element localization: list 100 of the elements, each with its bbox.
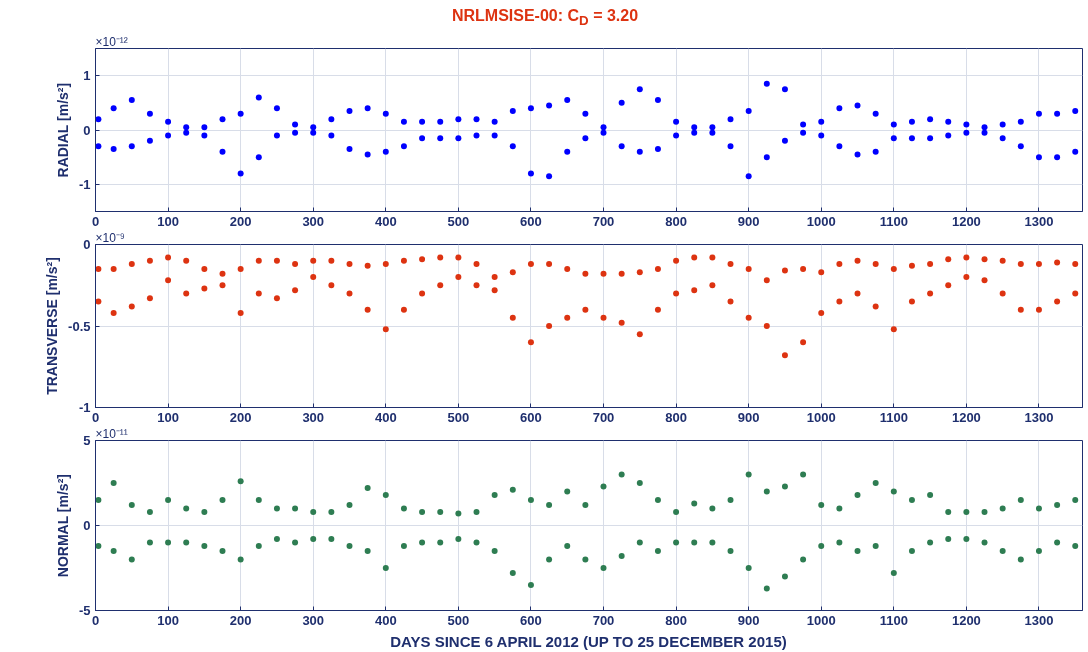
point xyxy=(455,254,462,261)
y-tick-label: 0 xyxy=(83,237,91,252)
point xyxy=(400,306,407,313)
point xyxy=(346,146,353,153)
point xyxy=(836,105,843,112)
point xyxy=(800,471,807,478)
point xyxy=(582,110,589,117)
point xyxy=(872,303,879,310)
point xyxy=(927,261,934,268)
point xyxy=(219,282,226,289)
point xyxy=(727,143,734,150)
point xyxy=(346,107,353,114)
point xyxy=(219,148,226,155)
point xyxy=(927,491,934,498)
point xyxy=(292,121,299,128)
point xyxy=(95,497,102,503)
point xyxy=(95,265,102,272)
point xyxy=(854,290,861,297)
point xyxy=(691,129,698,136)
point xyxy=(836,505,843,512)
point xyxy=(546,556,553,563)
x-tick-label: 800 xyxy=(665,213,687,229)
point xyxy=(273,505,280,512)
point xyxy=(183,124,190,131)
point xyxy=(237,478,244,485)
point xyxy=(927,135,934,142)
point xyxy=(872,480,879,486)
point xyxy=(437,539,444,546)
point xyxy=(292,129,299,136)
point xyxy=(963,129,970,136)
point xyxy=(201,542,208,549)
point xyxy=(999,505,1006,512)
point xyxy=(727,548,734,554)
point xyxy=(999,290,1006,297)
x-tick-label: 400 xyxy=(374,612,397,628)
point xyxy=(945,118,952,125)
point xyxy=(146,539,153,546)
point xyxy=(981,124,988,131)
point xyxy=(963,508,970,515)
point xyxy=(1017,556,1024,563)
point xyxy=(890,326,897,333)
point xyxy=(673,132,680,139)
y-tick-label: -1 xyxy=(78,176,91,192)
point xyxy=(455,116,462,123)
point xyxy=(328,132,335,139)
point xyxy=(328,282,335,289)
point xyxy=(364,306,371,313)
point xyxy=(328,536,335,543)
point xyxy=(364,151,371,158)
point xyxy=(691,539,698,546)
x-tick-label: 100 xyxy=(157,213,179,229)
point xyxy=(310,124,317,131)
x-tick-label: 1100 xyxy=(879,612,908,628)
point xyxy=(872,542,879,549)
y-axis-title: RADIAL [m/s²] xyxy=(54,82,71,178)
point xyxy=(219,548,226,554)
point xyxy=(146,295,153,302)
point xyxy=(800,339,807,346)
point xyxy=(818,542,825,549)
point xyxy=(527,261,534,268)
point xyxy=(564,314,571,321)
point xyxy=(509,269,516,276)
point xyxy=(763,80,770,87)
point xyxy=(600,124,607,131)
point xyxy=(999,135,1006,142)
point xyxy=(673,508,680,515)
x-tick-label: 600 xyxy=(520,409,542,425)
point xyxy=(818,502,825,509)
point xyxy=(1072,542,1079,549)
point xyxy=(654,548,661,554)
point xyxy=(1035,306,1042,313)
x-tick-label: 600 xyxy=(520,213,542,229)
point xyxy=(400,505,407,512)
point xyxy=(255,542,262,549)
y-tick-label: 0 xyxy=(83,518,91,533)
point xyxy=(673,290,680,297)
point xyxy=(600,314,607,321)
point xyxy=(128,97,135,104)
point xyxy=(1017,497,1024,503)
point xyxy=(1017,261,1024,268)
point xyxy=(128,556,135,563)
point xyxy=(382,491,389,498)
point xyxy=(745,173,752,180)
x-tick-label: 200 xyxy=(229,409,252,425)
point xyxy=(1035,110,1042,117)
point xyxy=(110,105,117,112)
point xyxy=(854,151,861,158)
point xyxy=(854,491,861,498)
point xyxy=(364,262,371,269)
point xyxy=(473,282,480,289)
x-tick-label: 1300 xyxy=(1024,409,1054,425)
point xyxy=(763,277,770,284)
point xyxy=(165,118,172,125)
point xyxy=(927,116,934,123)
point xyxy=(709,539,716,546)
point xyxy=(546,102,553,109)
x-tick-label: 900 xyxy=(737,409,760,425)
point xyxy=(527,497,534,503)
point xyxy=(654,497,661,503)
point xyxy=(328,508,335,515)
